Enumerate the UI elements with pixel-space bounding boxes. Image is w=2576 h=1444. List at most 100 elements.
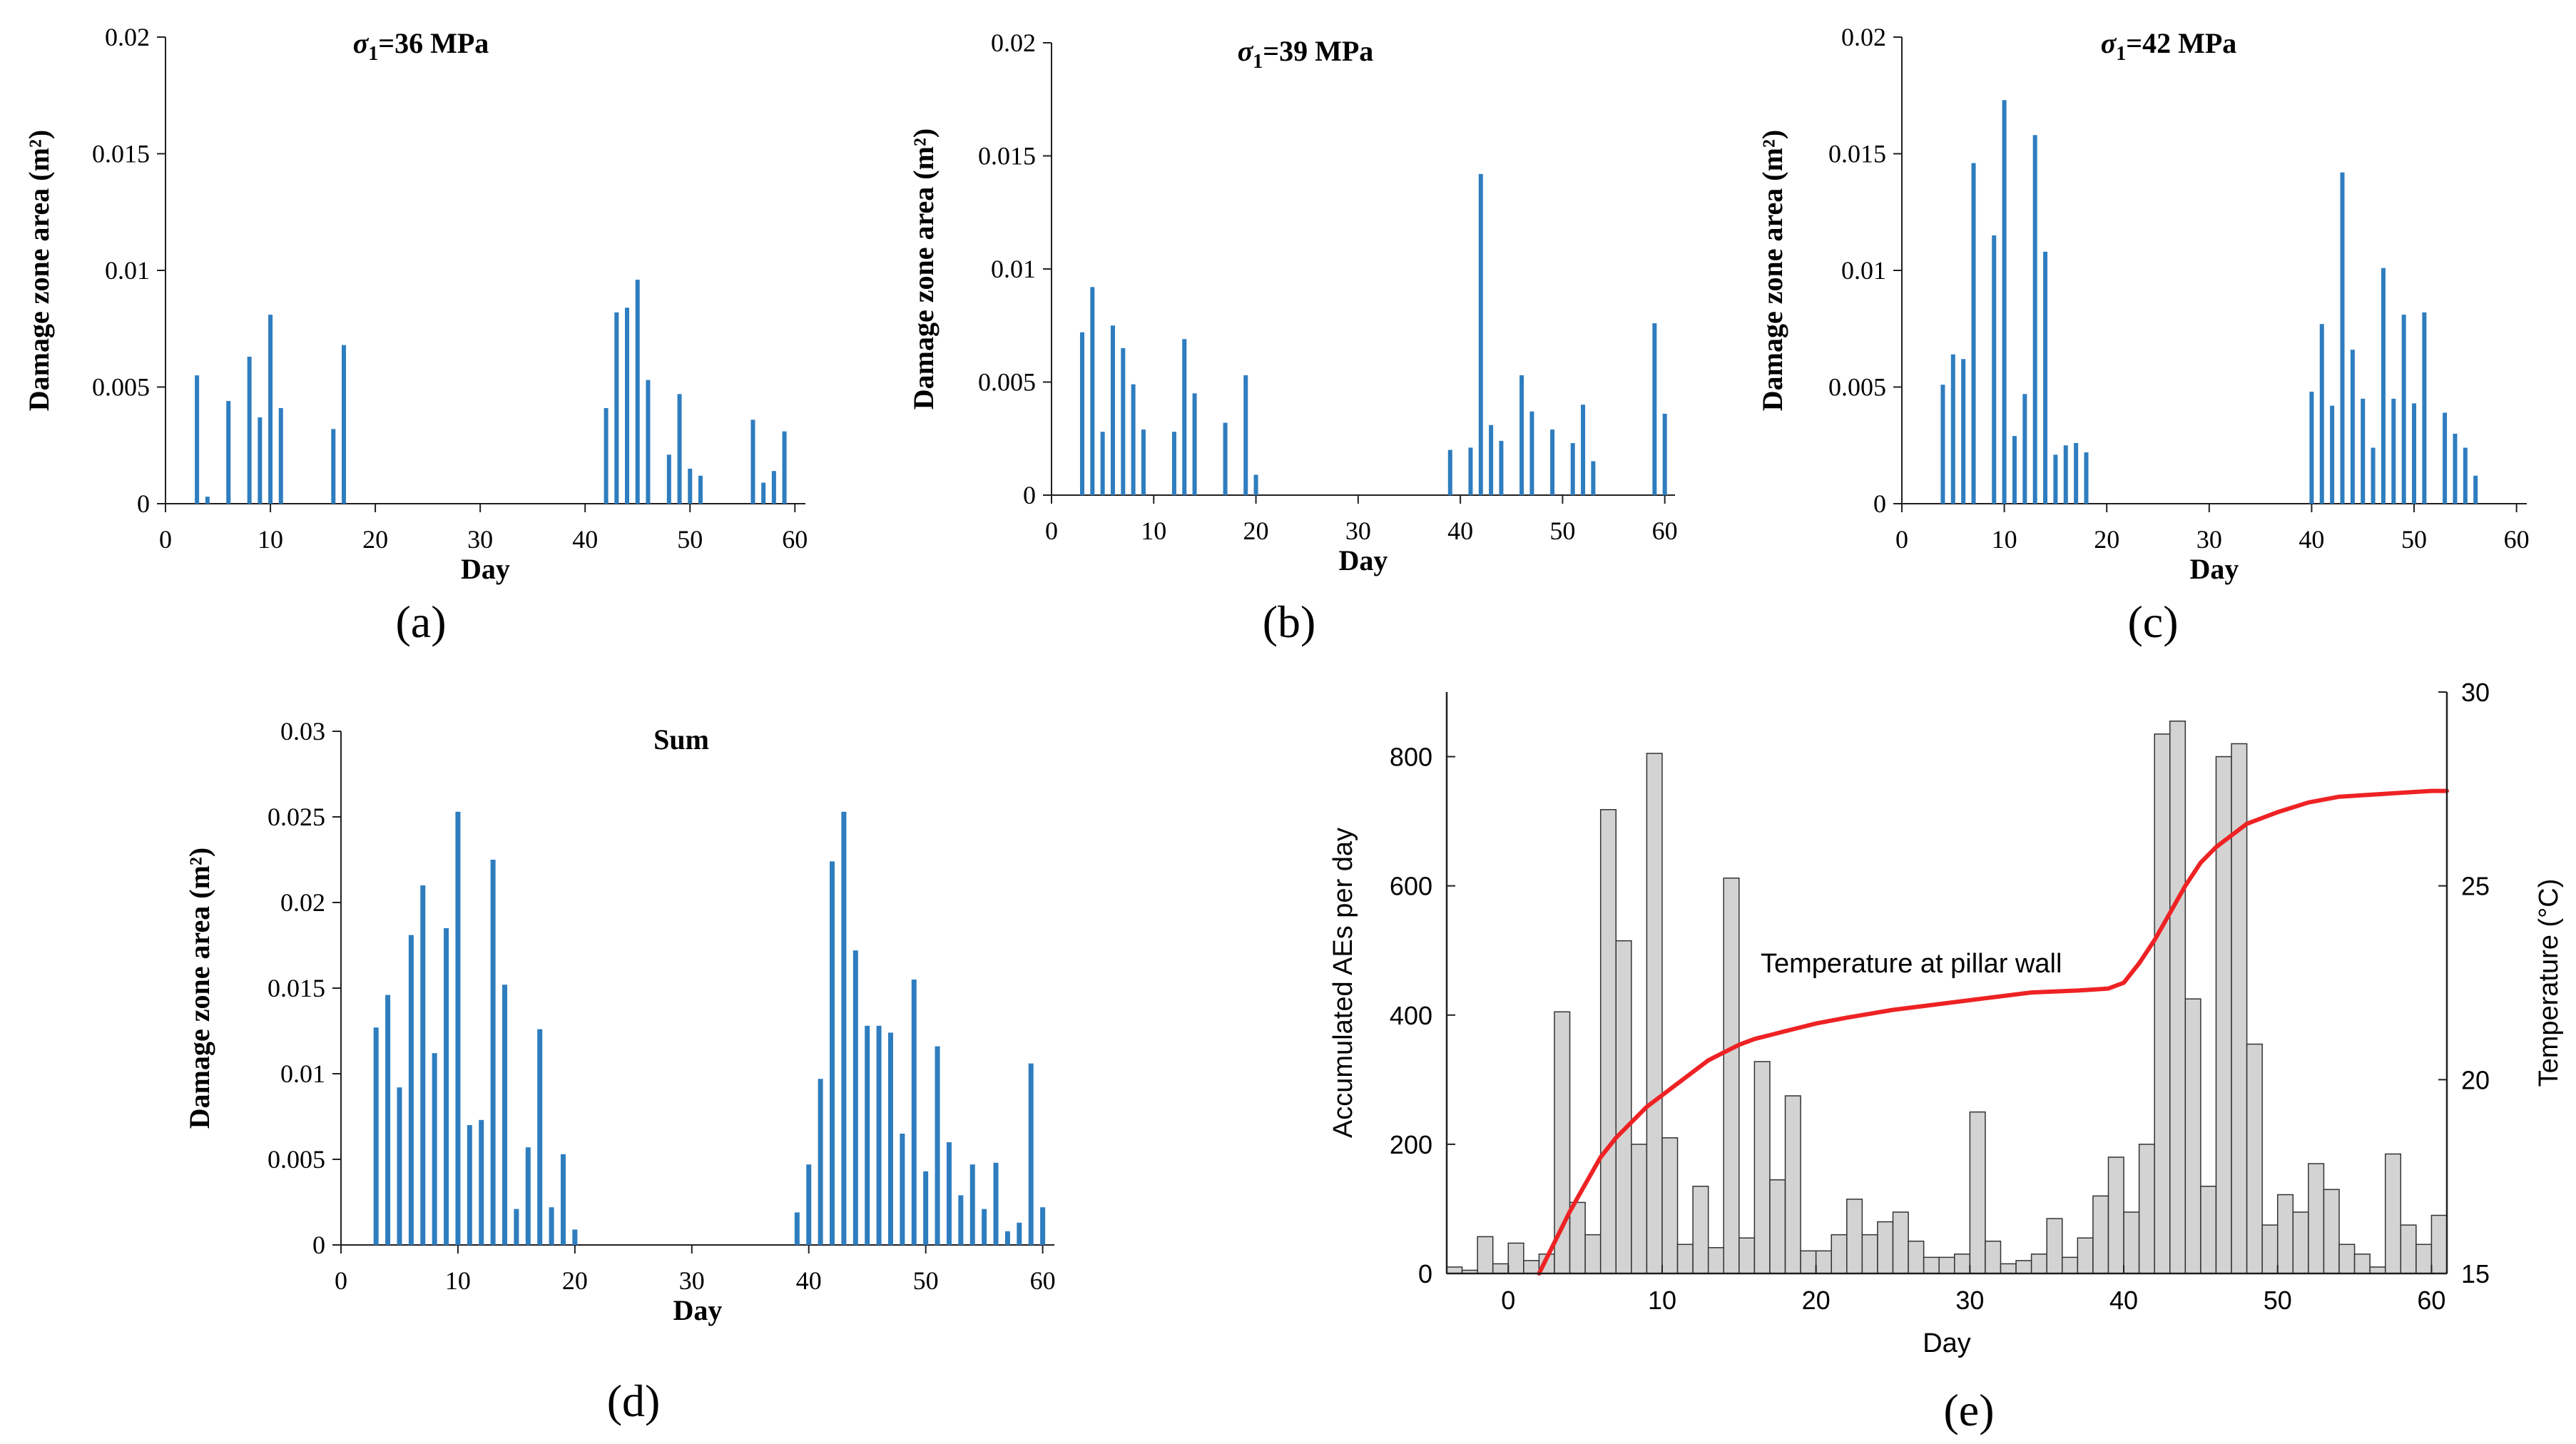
bar [646, 380, 651, 504]
ae-bar [1908, 1240, 1925, 1274]
ae-bar [2062, 1256, 2079, 1274]
ae-bar [1615, 940, 1632, 1274]
bar [1468, 447, 1473, 495]
y-tick-label: 0.015 [92, 140, 150, 168]
x-tick-label: 20 [1802, 1286, 1831, 1315]
y-tick-label: 400 [1390, 1001, 1432, 1030]
bar [1028, 1063, 1034, 1245]
ae-bar [2415, 1244, 2433, 1274]
ae-bar [2200, 1186, 2217, 1274]
x-tick-label: 30 [1955, 1286, 1984, 1315]
x-tick-label: 0 [335, 1266, 347, 1295]
x-axis-label: Day [673, 1294, 723, 1326]
bar [2391, 398, 2396, 504]
bar [2443, 412, 2448, 504]
panel-label: (a) [395, 596, 446, 647]
bar [852, 950, 858, 1245]
ae-bar [1800, 1250, 1817, 1274]
bar [993, 1162, 999, 1245]
ae-bar [1599, 809, 1617, 1274]
ae-bar [2261, 1224, 2279, 1274]
y-tick-label: 0.01 [991, 255, 1036, 283]
ae-bar [2184, 998, 2201, 1274]
x-tick-label: 20 [362, 525, 388, 554]
bar [2381, 268, 2386, 504]
bar [1131, 384, 1136, 495]
y-tick-label: 0.015 [978, 142, 1036, 171]
bar [900, 1134, 905, 1245]
bar [479, 1119, 484, 1245]
bar [1447, 449, 1452, 495]
panel-c: 0 0.005 0.01 0.015 0.02 0 10 20 30 40 50 60 Day Damag… [1756, 23, 2530, 647]
bar [2063, 445, 2068, 504]
x-tick-label: 40 [1447, 517, 1473, 545]
x-tick-label: 40 [796, 1266, 822, 1295]
panel-label: (d) [607, 1376, 661, 1426]
bar [911, 980, 917, 1245]
bar [278, 407, 283, 504]
y-tick-label: 0.005 [978, 368, 1036, 397]
x-tick-label: 30 [467, 525, 493, 554]
bar [2309, 392, 2314, 504]
ae-bar [1569, 1201, 1586, 1274]
x-tick-label: 40 [2109, 1286, 2138, 1315]
panel-b: 0 0.005 0.01 0.015 0.02 0 10 20 30 40 50 60 Day Damag… [907, 29, 1678, 647]
bar [865, 1025, 870, 1245]
bar [226, 401, 231, 504]
x-tick-label: 50 [677, 525, 703, 554]
bar [455, 811, 461, 1245]
bar [1040, 1207, 1046, 1245]
ae-bar [1954, 1254, 1971, 1274]
y-axis-label: Damage zone area (m²) [907, 128, 940, 410]
x-axis-label: Day [2190, 553, 2239, 585]
bar [1652, 323, 1657, 495]
bar [373, 1027, 379, 1245]
x-axis-label: Day [1339, 544, 1388, 576]
x-tick-label: 50 [2264, 1286, 2292, 1315]
bar [1192, 393, 1197, 495]
y-axis-label: Damage zone area (m²) [1756, 130, 1788, 411]
y-tick-label: 0 [1418, 1259, 1432, 1288]
bar [268, 315, 273, 504]
bar [794, 1212, 800, 1245]
bar [195, 375, 200, 504]
bar [635, 280, 640, 504]
x-tick-label: 30 [679, 1266, 705, 1295]
bar [341, 345, 346, 504]
y2-tick-label: 15 [2461, 1259, 2490, 1288]
bar [2043, 251, 2048, 504]
x-tick-label: 0 [159, 525, 172, 554]
x-tick-label: 60 [1030, 1266, 1056, 1295]
bar [2012, 436, 2017, 504]
bar [1182, 339, 1187, 495]
y-tick-label: 0.015 [1828, 140, 1886, 168]
ae-bar [1892, 1211, 1909, 1274]
y2-tick-label: 30 [2461, 678, 2490, 707]
bar [1940, 385, 1945, 504]
x-tick-label: 60 [782, 525, 808, 554]
y-tick-label: 0.02 [105, 23, 150, 51]
x-tick-label: 40 [2298, 525, 2324, 554]
bar [946, 1142, 952, 1245]
ae-bar [2369, 1266, 2386, 1274]
ae-bar [1846, 1199, 1863, 1274]
y-tick-label: 0.01 [1841, 256, 1886, 285]
bar [1961, 359, 1966, 504]
x-tick-label: 60 [2417, 1286, 2445, 1315]
bar [958, 1195, 964, 1245]
bar [397, 1087, 402, 1245]
bar [247, 356, 252, 504]
bar [2473, 475, 2478, 504]
y-tick-label: 0 [1023, 481, 1036, 509]
bar [2361, 398, 2366, 504]
bar [841, 811, 847, 1245]
ae-bar [2246, 1043, 2263, 1274]
bar [1223, 422, 1228, 495]
x-tick-label: 50 [1549, 517, 1575, 545]
ae-bar [1969, 1111, 1986, 1274]
bar [1004, 1231, 1010, 1245]
bar [467, 1125, 472, 1245]
y-tick-label: 0.02 [1841, 23, 1886, 51]
ae-bar [2338, 1244, 2356, 1274]
panel-label: (b) [1263, 596, 1316, 647]
